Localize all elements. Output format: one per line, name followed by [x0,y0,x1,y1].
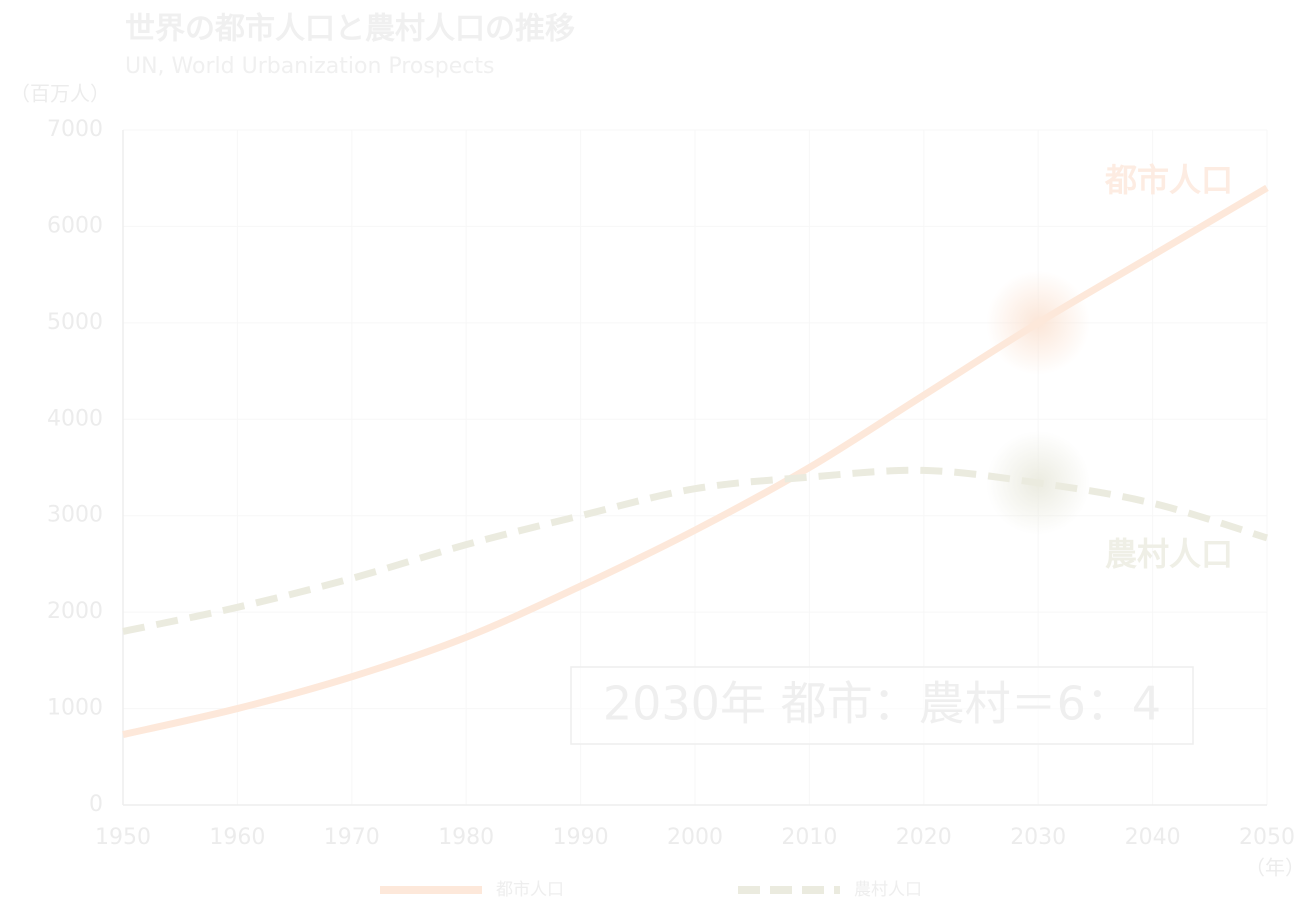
legend-label: 農村人口 [854,880,922,900]
series-line [122,466,1269,635]
y-tick-label: 0 [89,792,103,817]
x-tick-label: 2000 [667,825,723,850]
y-tick-label: 4000 [47,406,103,431]
x-tick-label: 1970 [324,825,380,850]
x-tick-label: 1990 [553,825,609,850]
series-label: 農村人口 [1105,535,1233,573]
y-tick-label: 6000 [47,213,103,238]
y-tick-label: 5000 [47,310,103,335]
x-tick-label: 1980 [438,825,494,850]
annotation: 2030年 都市：農村＝6：4 [603,677,1161,731]
x-tick-label: 2020 [896,825,952,850]
x-tick-label: 1950 [95,825,151,850]
y-tick-label: 3000 [47,503,103,528]
y-axis-label: （百万人） [10,82,110,106]
series-line [122,184,1269,739]
x-tick-label: 2030 [1010,825,1066,850]
y-tick-label: 7000 [47,117,103,142]
series-label: 都市人口 [1104,161,1233,199]
y-tick-label: 1000 [47,696,103,721]
x-tick-label: 2010 [781,825,837,850]
chart-subtitle: UN, World Urbanization Prospects [125,54,494,79]
x-tick-label: 2050 [1239,825,1295,850]
x-tick-label: 2040 [1125,825,1181,850]
chart-title: 世界の都市人口と農村人口の推移 [125,12,575,47]
annotation-box [570,666,1194,745]
y-tick-label: 2000 [47,599,103,624]
x-tick-label: 1960 [209,825,265,850]
x-axis-label: （年） [1245,856,1301,880]
legend-label: 都市人口 [496,880,564,900]
